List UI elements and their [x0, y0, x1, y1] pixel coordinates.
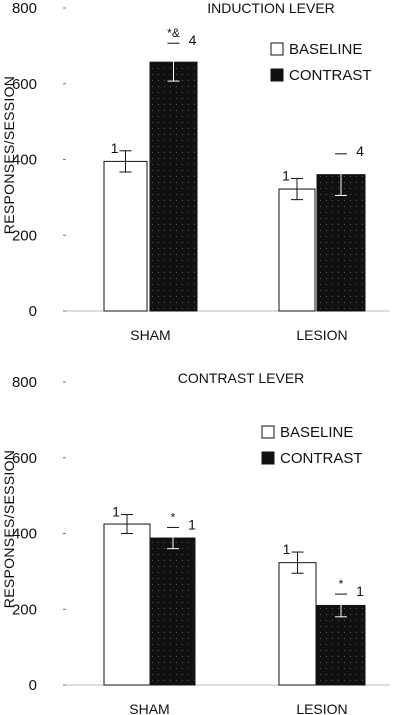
legend-swatch-contrast: [270, 68, 284, 82]
legend-label-contrast: CONTRAST: [289, 67, 372, 84]
significance-label: 1: [112, 504, 120, 520]
significance-label: 1: [111, 140, 119, 156]
y-tick-label: 800: [12, 0, 37, 17]
y-tick-label: 400: [12, 526, 37, 543]
y-tick-label: 800: [12, 374, 37, 391]
bar-baseline-sham: [103, 523, 151, 686]
legend-swatch-baseline: [270, 42, 284, 56]
significance-marker: *: [339, 577, 344, 591]
category-label-lesion: LESION: [296, 701, 347, 715]
chart-title: CONTRAST LEVER: [178, 370, 305, 386]
y-tick-label: 600: [12, 450, 37, 467]
y-tick-label: 400: [12, 152, 37, 169]
bar-contrast-lesion: [316, 174, 366, 312]
y-tick-label: 200: [12, 601, 37, 618]
y-tick-label: 0: [29, 303, 37, 320]
chart-title: INDUCTION LEVER: [207, 0, 335, 16]
legend-swatch-contrast: [261, 451, 275, 465]
significance-label: 1: [188, 516, 196, 532]
legend-label-contrast: CONTRAST: [280, 450, 363, 467]
significance-marker: *: [171, 510, 176, 524]
significance-label: 1: [282, 167, 290, 183]
bar-contrast-lesion: [316, 604, 366, 686]
category-label-lesion: LESION: [296, 327, 347, 343]
category-label-sham: SHAM: [130, 327, 170, 343]
chart-1: INDUCTION LEVER 0 200 400 600 800 RESPONSES/SE…: [1, 0, 390, 343]
significance-marker: *&: [167, 26, 180, 40]
legend-label-baseline: BASELINE: [280, 424, 353, 441]
significance-label: 4: [189, 32, 197, 48]
y-tick-label: 0: [29, 677, 37, 694]
y-tick-label: 200: [12, 227, 37, 244]
y-axis-label: RESPONSES/SESSION: [1, 450, 17, 608]
bar-contrast-sham: [150, 537, 196, 686]
y-axis-label: RESPONSES/SESSION: [1, 76, 17, 234]
legend-swatch-baseline: [261, 425, 275, 439]
significance-label: 4: [356, 143, 364, 159]
bar-baseline-lesion: [278, 188, 316, 312]
legend-label-baseline: BASELINE: [289, 41, 362, 58]
bar-contrast-sham: [149, 61, 198, 312]
bar-baseline-sham: [103, 160, 148, 312]
y-tick-label: 600: [12, 76, 37, 93]
bar-baseline-lesion: [278, 562, 317, 686]
significance-label: 1: [356, 583, 364, 599]
chart-2: CONTRAST LEVER 0 200 400 600 800 RESPONSES/SES…: [1, 370, 390, 715]
significance-label: 1: [283, 541, 291, 557]
category-label-sham: SHAM: [129, 701, 169, 715]
